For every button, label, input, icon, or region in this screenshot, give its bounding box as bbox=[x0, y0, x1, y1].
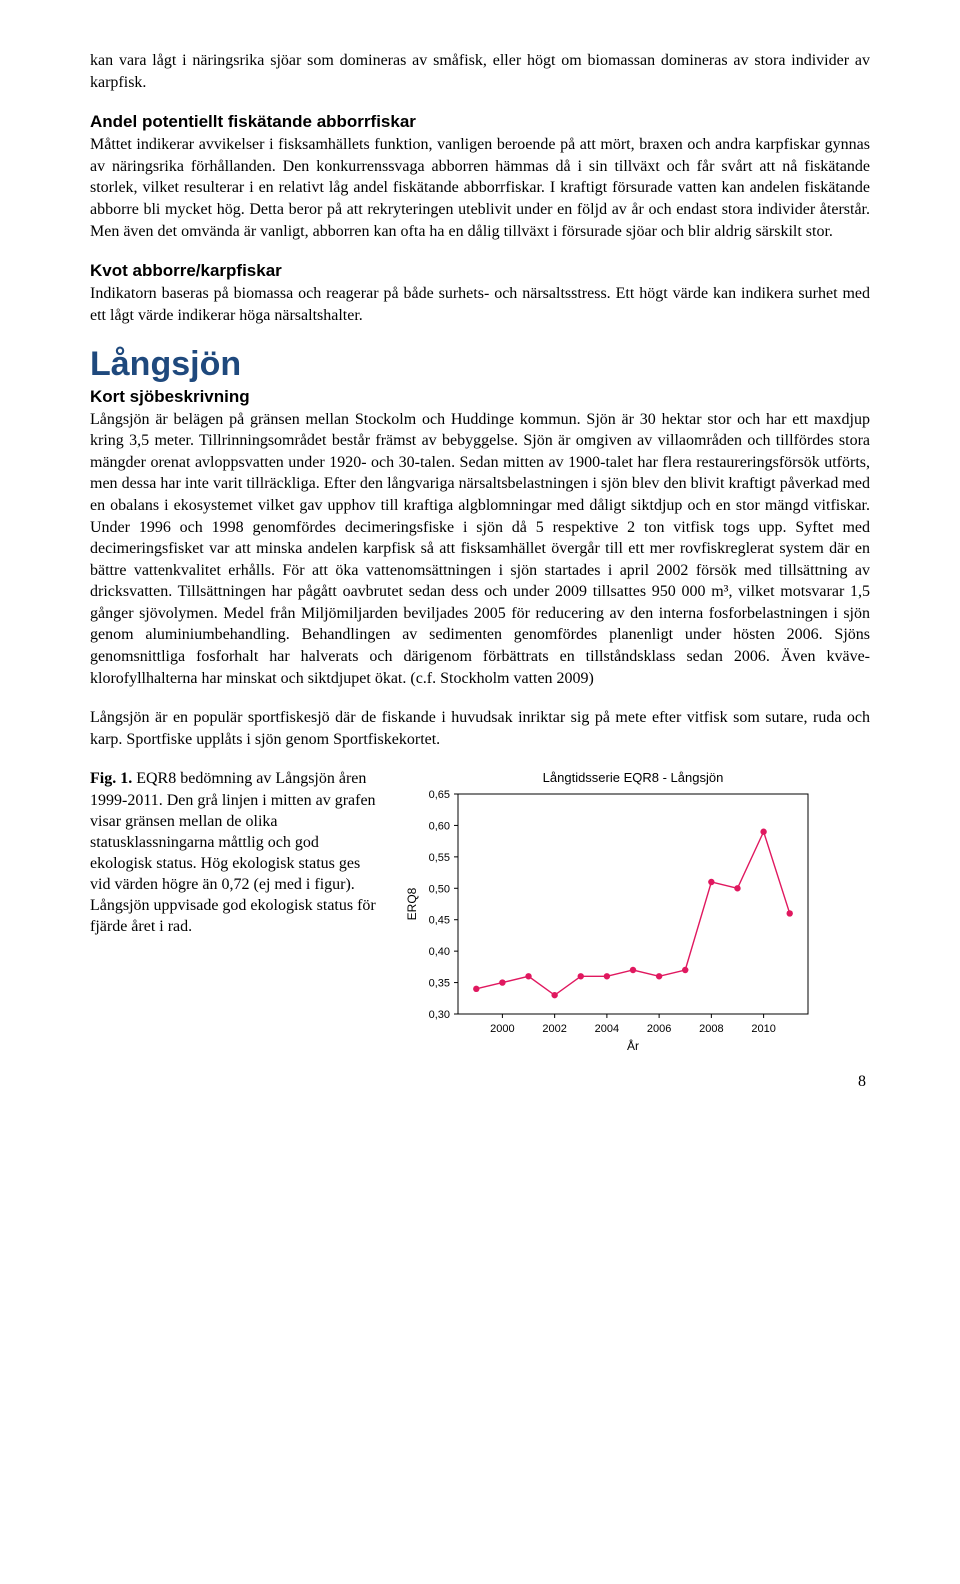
section-3: Kort sjöbeskrivning Långsjön är belägen … bbox=[90, 386, 870, 690]
svg-text:0,50: 0,50 bbox=[429, 884, 450, 896]
figure-caption-text: EQR8 bedömning av Långsjön åren 1999-201… bbox=[90, 770, 376, 935]
svg-text:2006: 2006 bbox=[647, 1023, 671, 1035]
line-chart: Långtidsserie EQR8 - Långsjön 0,30 0,35 0,4… bbox=[400, 768, 820, 1058]
svg-text:År: År bbox=[627, 1038, 639, 1053]
svg-text:0,55: 0,55 bbox=[429, 852, 450, 864]
svg-text:0,60: 0,60 bbox=[429, 821, 450, 833]
section-1-heading: Andel potentiellt fiskätande abborrfiska… bbox=[90, 112, 416, 131]
section-2-body: Indikatorn baseras på biomassa och reage… bbox=[90, 285, 870, 324]
section-3-body: Långsjön är belägen på gränsen mellan St… bbox=[90, 411, 870, 687]
svg-text:2004: 2004 bbox=[595, 1023, 619, 1035]
figure-block: Fig. 1. EQR8 bedömning av Långsjön åren … bbox=[90, 768, 870, 1065]
svg-text:Långtidsserie EQR8 - Långsjön: Långtidsserie EQR8 - Långsjön bbox=[543, 770, 724, 785]
svg-text:2008: 2008 bbox=[699, 1023, 723, 1035]
section-2: Kvot abborre/karpfiskar Indikatorn baser… bbox=[90, 260, 870, 326]
chart-container: Långtidsserie EQR8 - Långsjön 0,30 0,35 0,4… bbox=[400, 768, 870, 1065]
svg-text:0,30: 0,30 bbox=[429, 1009, 450, 1021]
svg-text:ERQ8: ERQ8 bbox=[405, 888, 419, 921]
svg-text:0,65: 0,65 bbox=[429, 789, 450, 801]
section-1: Andel potentiellt fiskätande abborrfiska… bbox=[90, 111, 870, 242]
svg-text:0,35: 0,35 bbox=[429, 978, 450, 990]
main-heading: Långsjön bbox=[90, 346, 870, 383]
page-number: 8 bbox=[90, 1071, 870, 1093]
svg-text:2000: 2000 bbox=[490, 1023, 514, 1035]
figure-caption: Fig. 1. EQR8 bedömning av Långsjön åren … bbox=[90, 768, 400, 937]
figure-label: Fig. 1. bbox=[90, 770, 132, 787]
svg-text:2010: 2010 bbox=[751, 1023, 775, 1035]
svg-text:2002: 2002 bbox=[542, 1023, 566, 1035]
sport-para: Långsjön är en populär sportfiskesjö där… bbox=[90, 707, 870, 750]
intro-paragraph: kan vara lågt i näringsrika sjöar som do… bbox=[90, 50, 870, 93]
section-1-body: Måttet indikerar avvikelser i fisksamhäl… bbox=[90, 136, 870, 239]
section-3-heading: Kort sjöbeskrivning bbox=[90, 387, 250, 406]
svg-text:0,45: 0,45 bbox=[429, 915, 450, 927]
section-2-heading: Kvot abborre/karpfiskar bbox=[90, 261, 282, 280]
svg-text:0,40: 0,40 bbox=[429, 947, 450, 959]
